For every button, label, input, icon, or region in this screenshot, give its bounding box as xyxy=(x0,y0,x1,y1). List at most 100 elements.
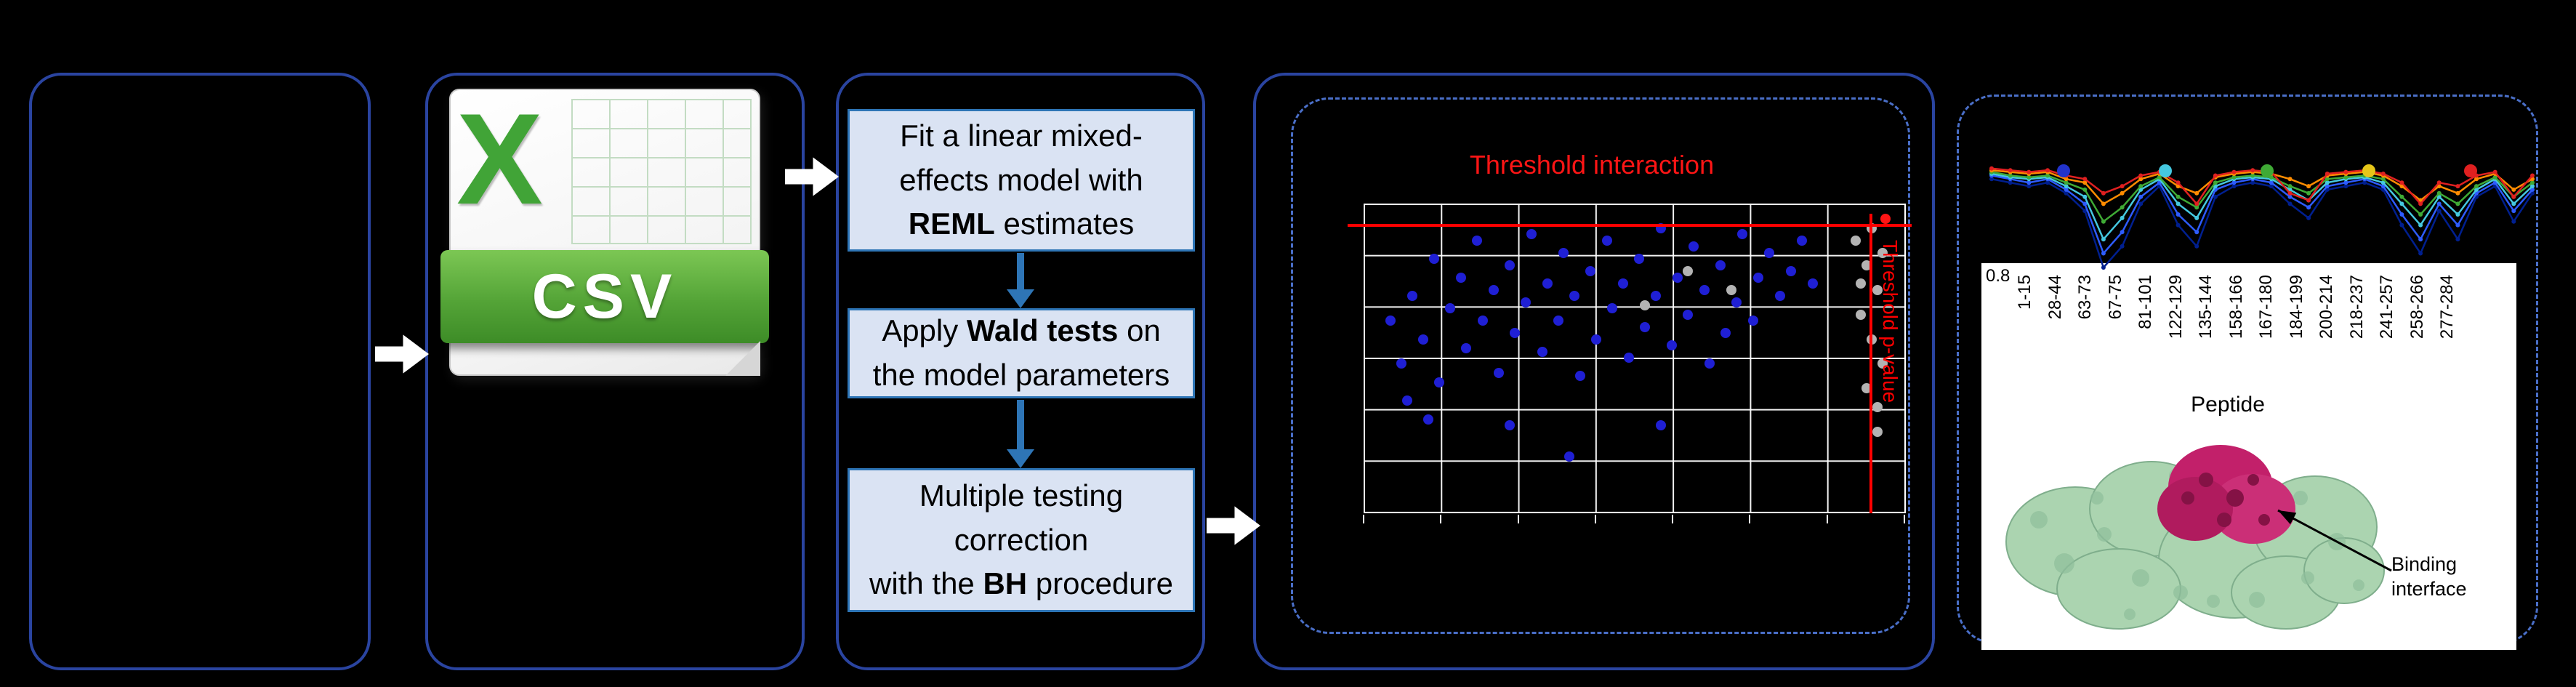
line-point xyxy=(2492,174,2497,180)
line-point xyxy=(2511,194,2516,199)
line-point xyxy=(2287,190,2293,196)
legend-dot-icon xyxy=(2159,164,2172,177)
line-point xyxy=(2064,190,2069,196)
scatter-point xyxy=(1537,346,1547,357)
line-point xyxy=(2287,194,2293,199)
peptide-tick-label: 241-257 xyxy=(2377,275,2396,340)
line-point xyxy=(2157,174,2162,180)
line-point xyxy=(2455,212,2460,217)
peptide-tick-label: 167-180 xyxy=(2256,275,2276,340)
line-point xyxy=(2287,184,2293,189)
line-point xyxy=(2175,180,2181,185)
line-point xyxy=(2418,212,2423,217)
line-point xyxy=(2026,169,2032,174)
scatter-point xyxy=(1607,303,1618,314)
scatter-point xyxy=(1521,297,1531,308)
scatter-point xyxy=(1699,284,1710,295)
process-step-reml-line1: Fit a linear mixed- xyxy=(900,118,1143,153)
peptide-tick-label: 63-73 xyxy=(2075,275,2095,320)
scatter-point xyxy=(1683,309,1694,320)
line-point xyxy=(2380,172,2386,176)
scatter-point xyxy=(1656,420,1667,431)
scatter-point xyxy=(1715,260,1726,270)
line-point xyxy=(2436,201,2442,206)
line-point xyxy=(2306,215,2311,220)
scatter-point xyxy=(1423,414,1434,425)
line-point xyxy=(2343,180,2348,185)
peptide-tick-label: 218-237 xyxy=(2346,275,2367,340)
line-point xyxy=(1989,166,1994,171)
line-point xyxy=(2455,237,2460,242)
scatter-point xyxy=(1877,358,1888,369)
process-step-bh-line2: correction xyxy=(954,522,1089,557)
scatter-point xyxy=(1747,316,1758,326)
y-axis-tick-label: 0.8 xyxy=(1986,266,2011,286)
line-point xyxy=(2082,194,2088,199)
peptide-tick-label: 135-144 xyxy=(2196,275,2215,340)
line-point xyxy=(2325,172,2330,176)
line-point xyxy=(2175,201,2181,206)
peptide-tick-label: 277-284 xyxy=(2437,275,2457,340)
linechart-legend xyxy=(2057,164,2493,180)
line-point xyxy=(2175,212,2181,217)
csv-banner: CSV xyxy=(440,250,769,343)
scatter-point xyxy=(1623,353,1634,363)
process-step-reml-line2: effects model with xyxy=(899,162,1143,197)
line-point xyxy=(2325,184,2330,189)
down-arrow-icon xyxy=(1007,253,1034,308)
process-step-bh-line1: Multiple testing xyxy=(919,478,1124,513)
line-point xyxy=(2418,201,2423,206)
scatter-point xyxy=(1526,229,1537,240)
process-step-wald: Apply Wald tests on the model parameters xyxy=(848,308,1195,398)
line-point xyxy=(2231,180,2237,185)
line-point xyxy=(2306,184,2311,189)
peptide-tick-label: 122-129 xyxy=(2165,275,2186,340)
line-point xyxy=(2120,215,2125,220)
line-point xyxy=(2455,184,2460,189)
scatter-point xyxy=(1428,254,1439,265)
line-point xyxy=(2287,177,2293,182)
process-step-wald-line1: Apply Wald tests on xyxy=(882,313,1161,348)
line-point xyxy=(2492,169,2497,174)
dashed-box-scatter xyxy=(1291,97,1910,634)
legend-dot-icon xyxy=(2057,164,2070,177)
protein-structure-image xyxy=(2005,445,2385,630)
scatter-point xyxy=(1774,291,1785,302)
line-point xyxy=(2511,201,2516,206)
line-point xyxy=(2045,173,2050,178)
line-point xyxy=(2138,194,2144,199)
line-point xyxy=(2325,177,2330,182)
scatter-point xyxy=(1417,334,1428,345)
line-point xyxy=(2287,201,2293,206)
scatter-point xyxy=(1856,278,1867,289)
line-point xyxy=(2399,180,2404,185)
line-point xyxy=(2101,251,2106,256)
axis-tick xyxy=(1517,515,1519,523)
axis-tick xyxy=(1440,515,1442,523)
line-point xyxy=(2306,205,2311,210)
line-point xyxy=(2101,219,2106,224)
line-point xyxy=(2064,180,2069,185)
scatter-point xyxy=(1510,328,1521,339)
scatter-point xyxy=(1601,235,1612,246)
line-point xyxy=(2120,184,2125,189)
line-point xyxy=(2362,180,2367,185)
scatter-point xyxy=(1683,266,1694,277)
line-point xyxy=(2418,251,2423,256)
scatter-point xyxy=(1796,235,1807,246)
axis-tick xyxy=(1904,515,1905,523)
peptide-tick-label: 81-101 xyxy=(2136,275,2155,329)
line-point xyxy=(2026,184,2032,189)
scatter-point xyxy=(1590,334,1601,345)
binding-interface-label: Binding interface xyxy=(2391,553,2467,600)
scatter-point xyxy=(1731,297,1742,308)
scatter-point xyxy=(1461,343,1472,354)
line-point xyxy=(2194,190,2199,196)
line-point xyxy=(2455,201,2460,206)
scatter-point xyxy=(1872,401,1883,412)
scatter-point xyxy=(1861,383,1872,394)
scatter-point xyxy=(1726,284,1736,295)
line-point xyxy=(2474,187,2479,192)
line-point xyxy=(2418,237,2423,242)
line-point xyxy=(2082,177,2088,182)
